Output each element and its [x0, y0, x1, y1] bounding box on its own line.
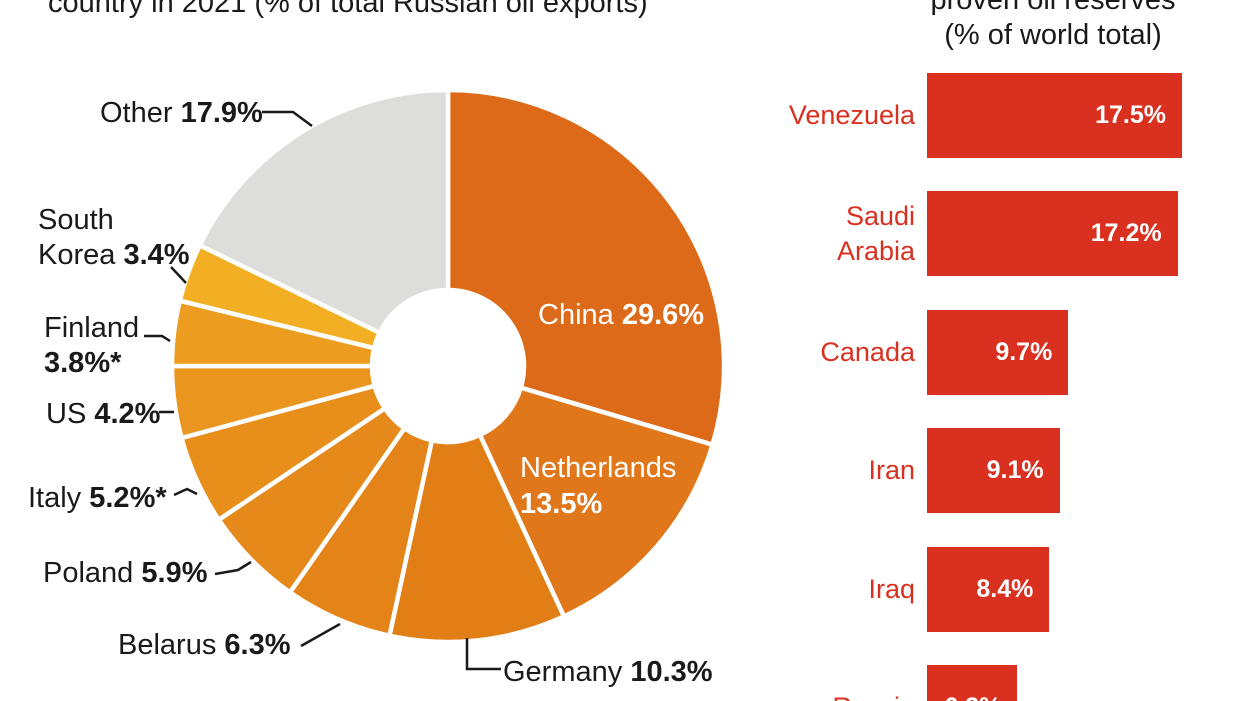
- pie-label-italy-value: 5.2%*: [89, 482, 167, 514]
- pie-label-finland-value: 3.8%*: [44, 347, 122, 379]
- leader-line-other: [262, 110, 313, 128]
- bar-value-canada: 9.7%: [995, 337, 1053, 366]
- bar-iraq: 8.4%: [927, 546, 1050, 632]
- donut-slice-germany: [386, 431, 567, 645]
- pie-label-netherlands-name: Netherlands: [520, 452, 677, 484]
- leader-line-belarus: [300, 622, 341, 648]
- bar-chart-title-line2: (% of world total): [944, 19, 1162, 51]
- bar-chart-title: proven oil reserves (% of world total): [853, 0, 1245, 53]
- pie-label-poland: Poland 5.9%: [43, 556, 207, 591]
- pie-label-us: US 4.2%: [46, 397, 160, 432]
- pie-label-germany-name: Germany: [503, 656, 623, 688]
- bar-canada: 9.7%: [927, 309, 1069, 395]
- leader-line-italy: [173, 487, 198, 497]
- pie-label-finland-name: Finland: [44, 312, 140, 344]
- bar-saudi-arabia: 17.2%: [927, 191, 1178, 277]
- bar-iran: 9.1%: [927, 428, 1060, 514]
- bar-venezuela: 17.5%: [927, 73, 1182, 158]
- donut-slices: [169, 87, 727, 645]
- bar-russia: 6.2%: [927, 665, 1018, 701]
- donut-slice-other: [196, 87, 451, 336]
- pie-label-china-value: 29.6%: [621, 299, 705, 331]
- leader-lines: [144, 110, 501, 671]
- pie-label-south-korea-name: Korea: [38, 239, 116, 271]
- pie-label-italy: Italy 5.2%*: [28, 481, 167, 516]
- pie-label-poland-name: Poland: [43, 557, 134, 589]
- pie-label-south-korea-value: 3.4%: [123, 239, 190, 271]
- bar-label-iraq: Iraq: [868, 573, 915, 604]
- pie-chart-title: country in 2021 (% of total Russian oil …: [48, 0, 648, 19]
- pie-label-other: Other 17.9%: [100, 96, 263, 131]
- pie-label-belarus-name: Belarus: [118, 629, 217, 661]
- bar-value-iran: 9.1%: [986, 456, 1044, 485]
- bar-value-iraq: 8.4%: [976, 574, 1034, 603]
- pie-label-other-value: 17.9%: [180, 97, 263, 129]
- bar-label-saudi-arabia: Saudi Arabia: [836, 200, 915, 266]
- pie-label-finland: Finland 3.8%*: [44, 311, 139, 381]
- pie-label-us-value: 4.2%: [94, 398, 161, 430]
- bar-value-venezuela: 17.5%: [1095, 101, 1166, 129]
- leader-line-germany: [465, 638, 501, 671]
- pie-label-us-name: US: [46, 398, 87, 430]
- pie-label-poland-value: 5.9%: [141, 557, 208, 589]
- pie-label-other-name: Other: [100, 97, 173, 129]
- pie-label-south-korea-line2: Korea 3.4%: [38, 238, 190, 273]
- pie-label-china-name: China: [538, 299, 614, 331]
- bar-label-venezuela: Venezuela: [788, 100, 915, 130]
- bar-label-russia: Russia: [745, 665, 915, 701]
- bar-label-canada: Canada: [820, 336, 915, 367]
- pie-label-netherlands: Netherlands 13.5%: [520, 450, 676, 522]
- pie-label-belarus-value: 6.3%: [224, 629, 291, 661]
- pie-label-belarus: Belarus 6.3%: [118, 628, 291, 663]
- pie-label-south-korea: South Korea 3.4%: [38, 203, 190, 273]
- pie-label-italy-name: Italy: [28, 482, 82, 514]
- bar-label-iran: Iran: [868, 455, 915, 486]
- pie-label-germany: Germany 10.3%: [503, 655, 713, 690]
- leader-line-south-korea: [170, 266, 187, 284]
- donut-slice-china: [445, 87, 727, 448]
- pie-label-china: China 29.6%: [538, 297, 704, 333]
- pie-label-germany-value: 10.3%: [630, 656, 713, 688]
- pie-label-south-korea-line1: South: [38, 204, 114, 236]
- bar-value-russia: 6.2%: [944, 693, 1001, 701]
- bar-chart-title-line1: proven oil reserves: [930, 0, 1176, 16]
- bar-value-saudi-arabia: 17.2%: [1090, 219, 1162, 248]
- leader-line-poland: [214, 560, 252, 576]
- pie-label-netherlands-value: 13.5%: [520, 488, 603, 520]
- leader-line-finland: [144, 334, 171, 343]
